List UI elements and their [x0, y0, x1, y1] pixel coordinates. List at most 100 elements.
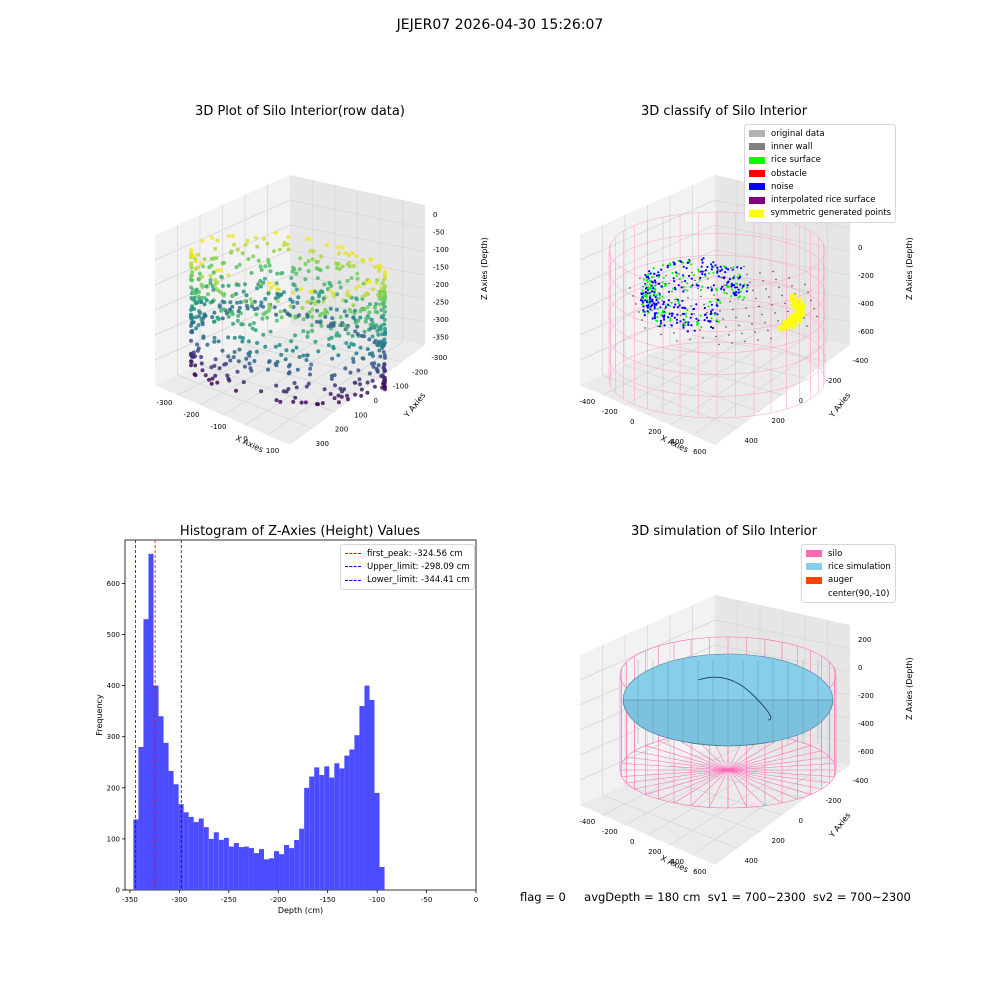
grid-dot: [642, 285, 644, 288]
data-point: [372, 384, 377, 389]
data-point: [224, 311, 229, 316]
classified-point: [671, 272, 674, 275]
grid-dot: [746, 273, 748, 276]
silo-ring: [608, 276, 826, 354]
data-point: [330, 316, 335, 321]
data-point: [278, 309, 283, 314]
classified-point: [672, 287, 675, 290]
data-point: [305, 353, 310, 358]
z-axis-label: Z Axies (Depth): [480, 237, 489, 300]
classified-point: [706, 265, 709, 269]
classified-point: [653, 313, 656, 317]
classified-point: [720, 268, 724, 271]
data-point: [212, 310, 217, 315]
legend-swatch: [749, 196, 765, 204]
histogram-bar: [269, 858, 275, 890]
data-point: [189, 363, 193, 368]
legend-item: Upper_limit: -298.09 cm: [345, 560, 470, 573]
z-axis-label: Z Axies (Depth): [905, 237, 914, 300]
classified-point: [701, 261, 704, 264]
grid-dot: [720, 276, 722, 279]
classified-point: [657, 275, 660, 279]
classified-point: [682, 326, 685, 329]
data-point: [230, 304, 235, 309]
classified-point: [682, 318, 685, 321]
data-point: [379, 286, 384, 291]
grid-dot: [778, 286, 780, 289]
data-point: [303, 277, 308, 282]
z-axis-label: Z Axies (Depth): [905, 657, 914, 720]
classified-point: [643, 314, 646, 317]
grid-dot: [770, 337, 772, 340]
data-point: [359, 307, 364, 312]
data-point: [200, 295, 204, 300]
x-tick-label: -200: [602, 408, 618, 416]
classified-point: [658, 274, 661, 277]
data-point: [311, 249, 316, 254]
classified-point: [666, 316, 670, 319]
data-point: [355, 324, 360, 329]
grid-line: [692, 754, 828, 783]
grid-dot: [639, 277, 641, 280]
data-point: [213, 357, 218, 362]
classified-point: [687, 259, 690, 262]
symmetric-point: [792, 298, 796, 301]
data-point: [353, 286, 358, 291]
legend-label: symmetric generated points: [770, 208, 891, 219]
y-tick-label: -200: [412, 368, 428, 376]
grid-dot: [699, 329, 701, 331]
legend-item: first_peak: -324.56 cm: [345, 547, 470, 560]
silo-floor-spoke: [621, 763, 835, 777]
x-tick-label: 200: [648, 848, 661, 856]
grid-dot: [738, 324, 740, 327]
classified-point: [661, 309, 664, 312]
data-point: [376, 332, 381, 337]
data-point: [196, 265, 200, 270]
histogram-bar: [198, 818, 204, 890]
data-point: [274, 312, 279, 317]
x-tick-label: -250: [221, 896, 237, 904]
grid-dot: [761, 313, 763, 316]
y-tick-label: 0: [799, 397, 803, 405]
histogram-bar: [349, 749, 355, 890]
histogram-bar: [369, 699, 375, 890]
classified-point: [677, 284, 680, 287]
classified-point: [707, 272, 711, 275]
data-point: [294, 287, 299, 292]
classified-point: [704, 269, 708, 272]
data-point: [322, 387, 327, 392]
z-tick-label: -350: [433, 333, 449, 341]
classified-point: [659, 323, 662, 326]
classified-point: [651, 290, 654, 293]
data-point: [325, 310, 330, 315]
grid-line: [692, 334, 828, 363]
grid-dot: [676, 340, 678, 342]
classified-point: [692, 308, 695, 311]
z-tick-label: -600: [858, 328, 874, 336]
x-axis-label: X Axies: [659, 434, 690, 455]
silo-wireframe: [608, 211, 826, 419]
data-point: [222, 291, 227, 296]
data-point: [315, 319, 319, 324]
classified-point: [681, 261, 685, 264]
classified-point: [723, 291, 726, 294]
classified-point: [651, 304, 654, 307]
histogram-bar: [143, 619, 149, 890]
symmetric-point: [785, 326, 789, 329]
classified-point: [670, 314, 673, 317]
data-point: [333, 383, 337, 388]
classified-point: [664, 306, 668, 309]
data-point: [237, 347, 242, 352]
symmetric-point: [800, 309, 803, 312]
data-point: [221, 307, 226, 312]
data-point: [383, 327, 387, 331]
data-point: [203, 373, 208, 378]
data-point: [189, 359, 194, 364]
classified-point: [654, 281, 657, 284]
data-point: [231, 293, 236, 298]
symmetric-point: [790, 323, 793, 327]
data-point: [190, 330, 195, 335]
data-point: [275, 291, 280, 296]
histogram-bar: [299, 828, 305, 890]
grid-dot: [803, 317, 805, 319]
